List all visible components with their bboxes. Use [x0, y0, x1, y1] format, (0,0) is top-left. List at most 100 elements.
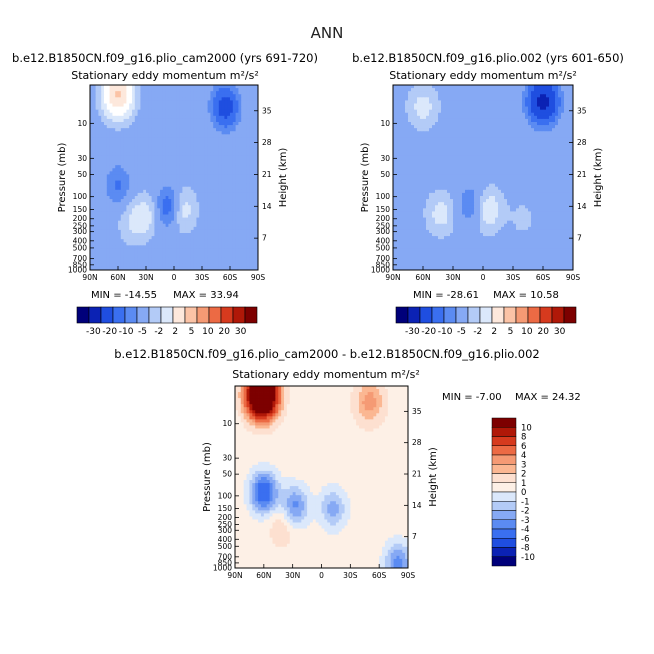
- field-cell: [129, 174, 133, 178]
- field-cell: [543, 94, 547, 98]
- field-cell: [95, 229, 99, 234]
- field-cell: [504, 103, 508, 107]
- field-cell: [157, 180, 161, 185]
- field-cell: [171, 242, 175, 246]
- field-cell: [540, 134, 544, 138]
- field-cell: [227, 152, 231, 157]
- field-cell: [507, 115, 511, 120]
- field-cell: [540, 85, 544, 89]
- field-cell: [468, 106, 472, 111]
- field-cell: [456, 149, 460, 154]
- field-cell: [171, 168, 175, 172]
- field-cell: [115, 106, 119, 111]
- field-cell: [249, 220, 253, 225]
- field-cell: [140, 88, 144, 92]
- field-cell: [95, 155, 99, 160]
- field-cell: [232, 183, 236, 188]
- field-cell: [540, 131, 544, 135]
- field-cell: [120, 260, 124, 265]
- field-cell: [432, 91, 436, 95]
- field-cell: [168, 146, 172, 151]
- field-cell: [98, 205, 102, 209]
- field-cell: [171, 115, 175, 120]
- field-cell: [134, 106, 138, 111]
- field-cell: [519, 91, 523, 95]
- field-cell: [525, 109, 529, 114]
- field-cell: [193, 229, 197, 234]
- field-cell: [185, 263, 189, 268]
- field-cell: [160, 140, 164, 144]
- field-cell: [429, 122, 433, 126]
- field-cell: [420, 112, 424, 117]
- field-cell: [140, 260, 144, 265]
- field-cell: [227, 143, 231, 148]
- field-cell: [255, 155, 258, 160]
- field-cell: [168, 248, 172, 252]
- field-cell: [120, 171, 124, 175]
- field-cell: [543, 91, 547, 95]
- field-cell: [528, 146, 532, 151]
- field-cell: [480, 112, 484, 117]
- field-cell: [435, 122, 439, 126]
- field-cell: [438, 118, 442, 123]
- field-cell: [561, 149, 565, 154]
- field-cell: [516, 112, 520, 117]
- field-cell: [129, 149, 133, 154]
- field-cell: [564, 106, 568, 111]
- field-cell: [486, 134, 490, 138]
- field-cell: [123, 208, 127, 212]
- field-cell: [249, 97, 253, 101]
- field-cell: [232, 239, 236, 243]
- field-cell: [109, 88, 113, 92]
- field-cell: [179, 94, 183, 98]
- field-cell: [246, 131, 250, 135]
- field-cell: [118, 115, 122, 120]
- field-cell: [396, 134, 400, 138]
- field-cell: [165, 242, 169, 246]
- field-cell: [235, 97, 239, 101]
- field-cell: [165, 229, 169, 234]
- field-cell: [207, 223, 211, 228]
- field-cell: [204, 103, 208, 107]
- field-cell: [213, 131, 217, 135]
- field-cell: [252, 251, 256, 255]
- field-cell: [213, 180, 217, 185]
- field-cell: [540, 109, 544, 114]
- field-cell: [112, 165, 116, 169]
- field-cell: [171, 155, 175, 160]
- field-cell: [414, 85, 418, 89]
- field-cell: [462, 140, 466, 144]
- field-cell: [95, 236, 99, 240]
- field-cell: [244, 217, 248, 222]
- field-cell: [513, 143, 517, 148]
- field-cell: [120, 162, 124, 166]
- field-cell: [249, 140, 253, 144]
- field-cell: [567, 103, 571, 107]
- field-cell: [465, 115, 469, 120]
- field-cell: [519, 125, 523, 129]
- field-cell: [567, 94, 571, 98]
- field-cell: [140, 217, 144, 222]
- field-cell: [227, 91, 231, 95]
- field-cell: [459, 85, 463, 89]
- field-cell: [246, 189, 250, 194]
- field-cell: [504, 149, 508, 154]
- field-cell: [221, 214, 225, 218]
- field-cell: [171, 192, 175, 197]
- field-cell: [537, 140, 541, 144]
- field-cell: [179, 192, 183, 197]
- field-cell: [160, 263, 164, 268]
- field-cell: [151, 137, 155, 141]
- field-cell: [411, 97, 415, 101]
- field-cell: [393, 128, 397, 132]
- field-cell: [255, 125, 258, 129]
- field-cell: [95, 131, 99, 135]
- field-cell: [423, 100, 427, 104]
- field-cell: [483, 97, 487, 101]
- field-cell: [489, 115, 493, 120]
- field-cell: [115, 226, 119, 231]
- field-cell: [207, 94, 211, 98]
- field-cell: [160, 177, 164, 181]
- field-cell: [447, 137, 451, 141]
- field-cell: [132, 211, 136, 215]
